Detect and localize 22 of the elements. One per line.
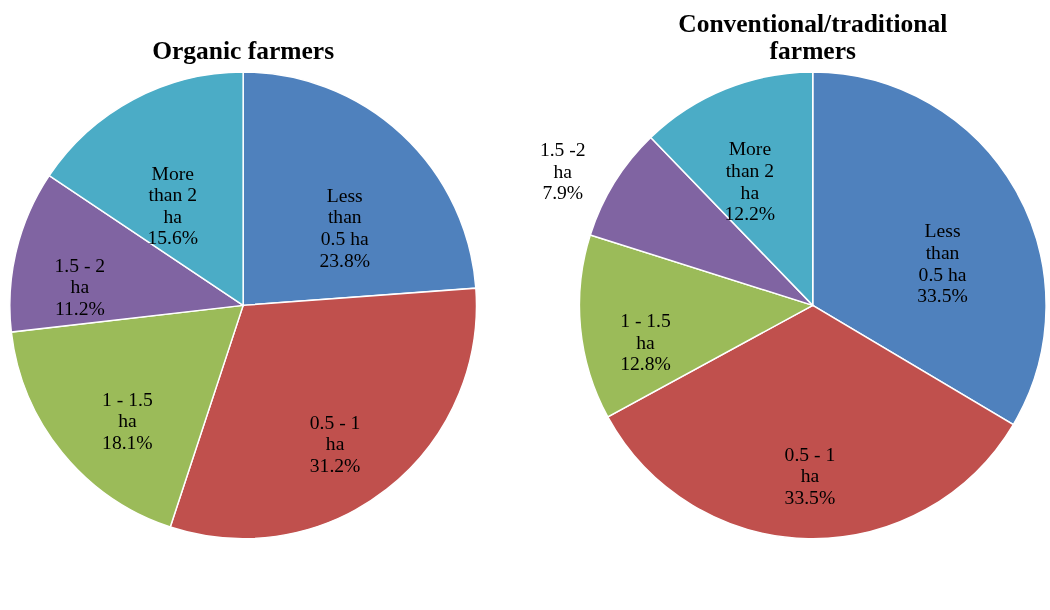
slice-label: Less than 0.5 ha [918,220,967,285]
slice-label: 0.5 - 1 ha [784,443,836,487]
data-label: 12.8% [620,353,671,375]
data-label: 31.2% [309,455,361,477]
slice-label: 0.5 - 1 ha [309,411,361,455]
data-label: 33.5% [917,285,968,307]
slice-label: Less than 0.5 ha [320,184,369,249]
slice-label: 1.5 - 2 ha [54,254,106,298]
slice-label: More than 2 ha [725,138,775,203]
data-label: 7.9% [542,182,584,204]
chart-title: Organic farmers [152,36,335,66]
slice-label: 1 - 1.5 ha [102,388,153,432]
slice-label: 1.5 -2 ha [539,139,586,182]
data-label: 11.2% [54,297,105,319]
data-label: 33.5% [784,486,836,508]
slice-label: 1 - 1.5 ha [620,310,672,353]
data-label: 15.6% [147,227,199,249]
data-label: 18.1% [102,431,153,453]
slice-label: More than 2 ha [148,162,197,227]
data-label: 23.8% [319,249,371,271]
data-label: 12.2% [724,203,776,225]
chart-title: Conventional/traditional farmers [678,8,948,66]
